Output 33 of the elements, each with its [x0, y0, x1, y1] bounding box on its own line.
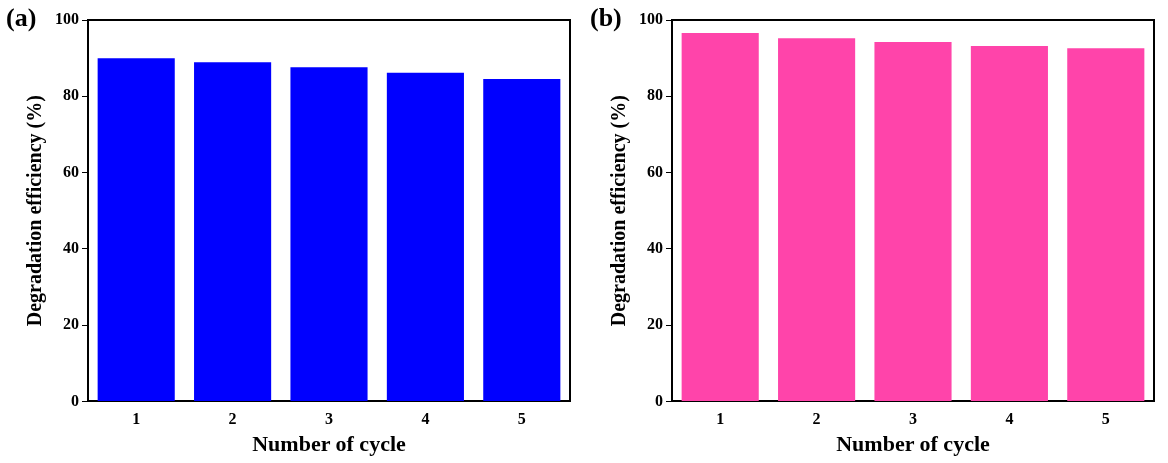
- y-tick-label: 80: [647, 86, 663, 104]
- x-axis-title: Number of cycle: [836, 431, 990, 457]
- bar: [386, 72, 464, 401]
- y-tick-label: 20: [647, 315, 663, 333]
- text: (b): [590, 2, 622, 32]
- y-tick-label: 60: [647, 162, 663, 180]
- x-tick-label: 2: [228, 410, 237, 428]
- bar: [483, 79, 561, 401]
- x-tick-label: 4: [1005, 410, 1014, 428]
- x-tick-label: 5: [517, 410, 526, 428]
- y-axis-title: Degradation efficiency (%): [607, 95, 631, 327]
- bar: [194, 62, 272, 401]
- y-tick-label: 40: [63, 238, 79, 256]
- bar: [97, 58, 175, 401]
- x-axis-title: Number of cycle: [252, 431, 406, 457]
- x-tick-label: 2: [812, 410, 821, 428]
- y-axis-title: Degradation efficiency (%): [23, 95, 47, 327]
- x-tick-label: 3: [909, 410, 917, 428]
- x-tick-label: 1: [716, 410, 725, 428]
- y-tick-label: 0: [655, 391, 663, 409]
- y-tick-label: 40: [647, 238, 663, 256]
- text: (a): [6, 2, 37, 32]
- y-tick-label: 0: [71, 391, 79, 409]
- x-tick-label: 5: [1101, 410, 1110, 428]
- y-tick-label: 100: [55, 10, 79, 28]
- y-tick-label: 60: [63, 162, 79, 180]
- x-tick-label: 1: [132, 410, 141, 428]
- x-tick-label: 4: [421, 410, 430, 428]
- x-tick-label: 3: [325, 410, 333, 428]
- y-tick-label: 100: [639, 10, 663, 28]
- bar: [290, 67, 368, 401]
- y-tick-label: 80: [63, 86, 79, 104]
- y-tick-label: 20: [63, 315, 79, 333]
